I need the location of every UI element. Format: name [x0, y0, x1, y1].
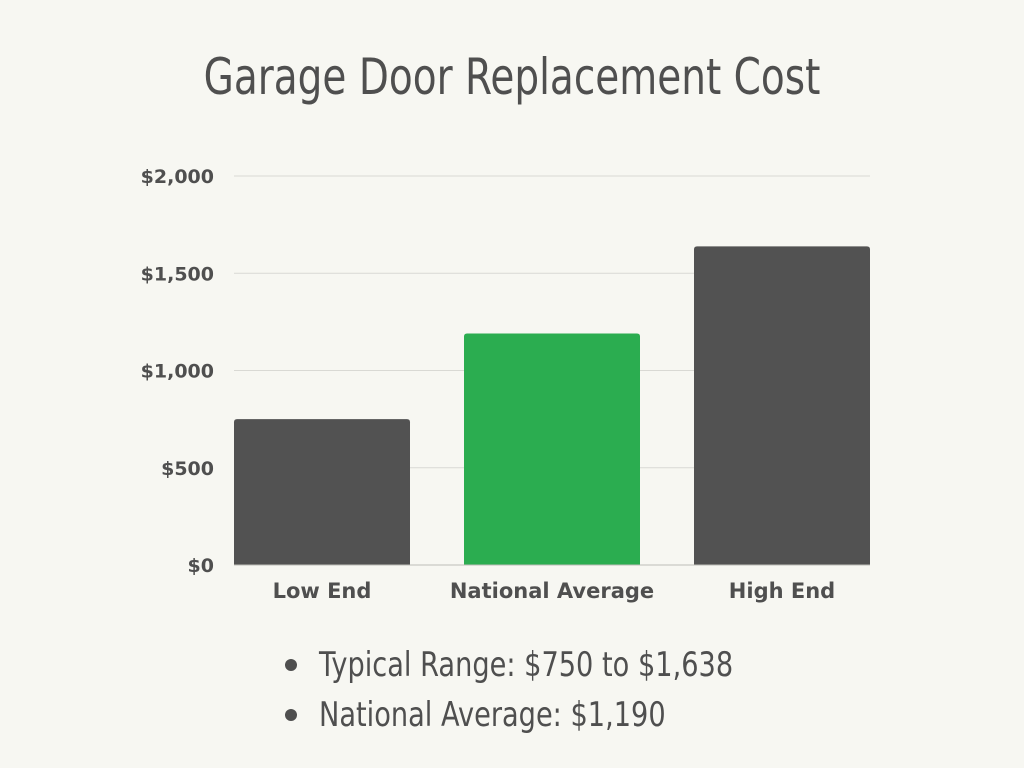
summary-text: Typical Range: $750 to $1,638: [319, 645, 734, 685]
y-tick-label: $1,500: [141, 263, 214, 285]
x-category-label: High End: [729, 579, 835, 603]
y-tick-label: $0: [188, 555, 214, 577]
summary-item-national-average: National Average: $1,190: [285, 690, 837, 740]
bullet-dot-icon: [285, 659, 297, 671]
summary-text: National Average: $1,190: [319, 695, 666, 735]
x-category-label: National Average: [450, 579, 654, 603]
y-tick-label: $1,000: [141, 361, 214, 383]
chart-title: Garage Door Replacement Cost: [203, 48, 821, 106]
y-tick-label: $2,000: [141, 166, 214, 188]
summary-item-typical-range: Typical Range: $750 to $1,638: [285, 640, 837, 690]
y-tick-label: $500: [161, 458, 214, 480]
x-category-label: Low End: [273, 579, 372, 603]
bar-high-end: [694, 246, 870, 565]
bullet-dot-icon: [285, 709, 297, 721]
summary-list: Typical Range: $750 to $1,638 National A…: [285, 640, 837, 740]
bar-national-average: [464, 333, 640, 565]
bar-low-end: [234, 419, 410, 565]
